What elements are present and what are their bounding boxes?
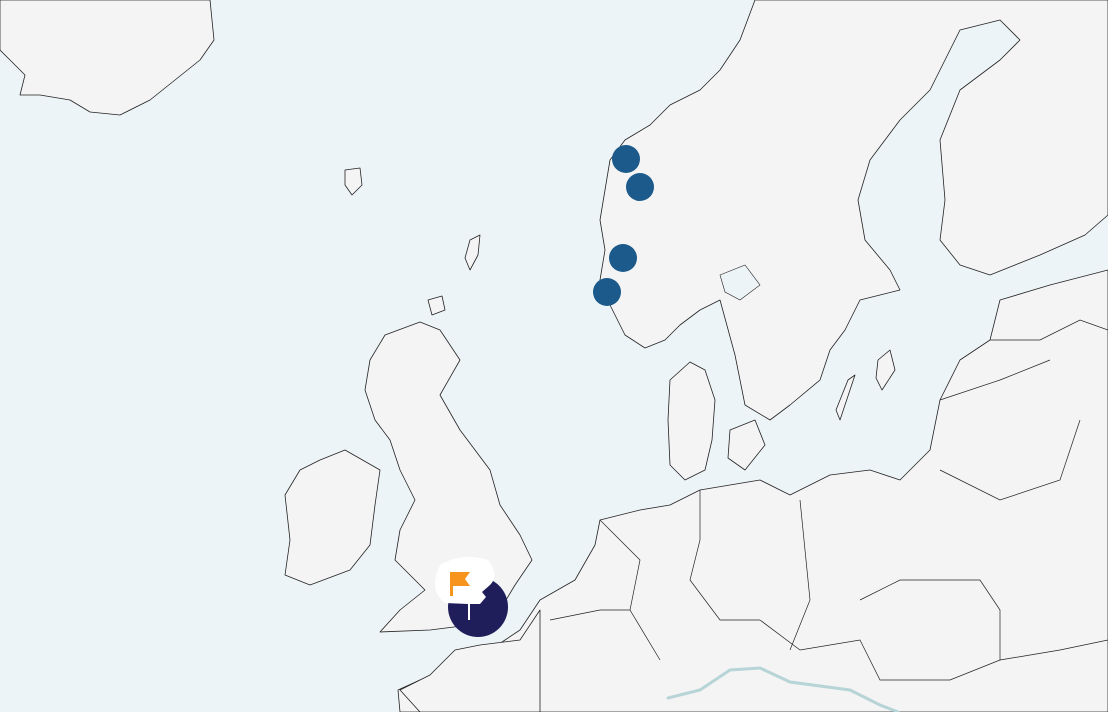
- river-danube: [666, 666, 900, 712]
- land-faroe: [344, 167, 363, 196]
- flag-icon: [450, 572, 470, 596]
- flag-popup-background: [435, 556, 495, 620]
- land-ireland: [284, 449, 381, 586]
- land-france-coast: [399, 609, 541, 712]
- land-gotland: [875, 349, 896, 391]
- lake-vanern: [719, 264, 761, 301]
- land-denmark: [667, 361, 716, 481]
- selected-marker[interactable]: [435, 556, 508, 637]
- land-oland: [835, 374, 856, 421]
- land-continent: [397, 269, 1108, 712]
- circle-marker[interactable]: [609, 244, 637, 272]
- circle-marker[interactable]: [626, 173, 654, 201]
- land-zealand: [727, 419, 766, 471]
- marker-layer: [593, 145, 654, 306]
- land-orkney: [427, 295, 446, 316]
- land-iceland: [0, 0, 215, 116]
- border-lines: [549, 319, 1108, 681]
- circle-marker[interactable]: [612, 145, 640, 173]
- land-great-britain: [364, 321, 533, 633]
- land-shetland: [464, 234, 481, 271]
- land-scandinavia: [599, 0, 1108, 421]
- circle-marker[interactable]: [593, 278, 621, 306]
